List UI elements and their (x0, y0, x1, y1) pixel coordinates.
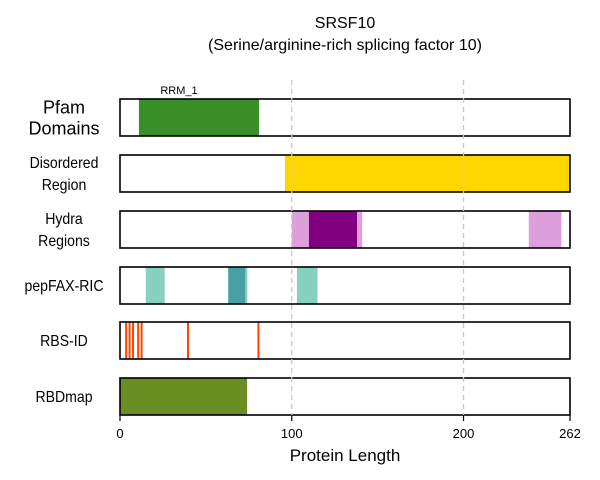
chart-subtitle: (Serine/arginine-rich splicing factor 10… (208, 37, 482, 54)
track-segment (120, 378, 248, 415)
track-segment (228, 267, 246, 304)
track-1: Disordered Region (30, 154, 571, 194)
track-segment (291, 211, 309, 248)
track-segment (145, 267, 165, 304)
track-border (119, 266, 571, 305)
x-axis: 0 100 200 262 (116, 415, 581, 441)
track-segment (308, 211, 358, 248)
track-label: Domains (28, 118, 99, 138)
track-segment (257, 322, 260, 359)
track-5: RBDmap (35, 377, 571, 416)
track-border (119, 98, 571, 137)
x-tick-label: 0 (116, 426, 123, 441)
track-3: pepFAX-RIC (24, 266, 571, 305)
segment-label: RRM_1 (160, 85, 197, 97)
x-axis-label: Protein Length (290, 446, 401, 465)
track-segment (128, 322, 131, 359)
track-segment (357, 211, 363, 248)
grid-layer (291, 80, 465, 416)
track-segment (138, 99, 260, 136)
track-label: RBS-ID (40, 332, 88, 350)
track-segment (132, 322, 135, 359)
chart-title: SRSF10 (315, 15, 376, 32)
track-label: Region (42, 176, 87, 194)
track-segment (296, 267, 318, 304)
x-tick-label: 100 (281, 426, 303, 441)
track-segment (245, 267, 248, 304)
track-label: Hydra (45, 210, 83, 228)
track-label: Regions (38, 232, 90, 250)
track-segment (186, 322, 189, 359)
track-border (119, 154, 571, 193)
track-2: Hydra Regions (38, 210, 571, 250)
track-border (119, 210, 571, 249)
track-border (119, 377, 571, 416)
track-background (120, 267, 570, 304)
track-label: Pfam (43, 97, 85, 117)
track-4: RBS-ID (40, 321, 571, 360)
track-segment (137, 322, 140, 359)
track-border (119, 321, 571, 360)
track-label: Disordered (30, 154, 99, 172)
track-segment (140, 322, 143, 359)
x-tick-label: 200 (453, 426, 475, 441)
track-segment (528, 211, 562, 248)
x-tick-label: 262 (559, 426, 581, 441)
track-label: pepFAX-RIC (24, 277, 103, 295)
track-segment (125, 322, 128, 359)
track-label: RBDmap (35, 388, 92, 406)
track-background (120, 322, 570, 359)
track-segment (284, 155, 570, 192)
